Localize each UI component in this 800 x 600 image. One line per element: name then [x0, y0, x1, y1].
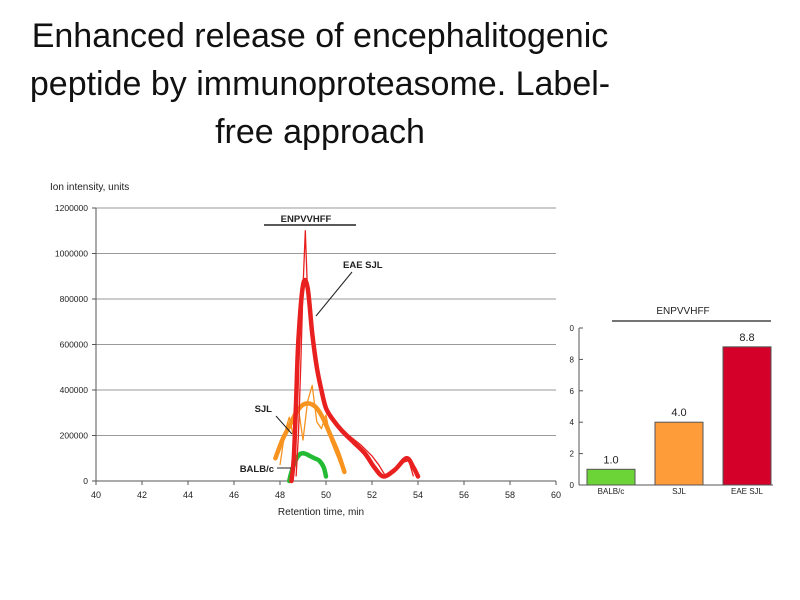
slide-title-line-2: peptide by immunoproteasome. Label- — [29, 65, 611, 103]
y-tick-label-4: 800000 — [60, 294, 89, 304]
x-tick-label-7: 54 — [413, 490, 423, 500]
y-tick-label-5: 1000000 — [55, 249, 88, 259]
annotation-label-0: EAE SJL — [343, 260, 383, 271]
slide-title-line-1: Enhanced release of encephalitogenic — [31, 17, 609, 55]
bar-y-tick-label-4: 8 — [570, 355, 575, 364]
x-tick-label-9: 58 — [505, 490, 515, 500]
annotation-leader-1 — [275, 415, 293, 435]
line-chart-title: ENPVVHFF — [281, 214, 332, 225]
bar-y-tick-label-0: 0 — [570, 481, 575, 490]
x-tick-label-0: 40 — [91, 490, 101, 500]
x-tick-label-1: 42 — [137, 490, 147, 500]
bar-y-tick-label-2: 4 — [570, 418, 575, 427]
bar-category-label-0: BALB/c — [598, 487, 625, 496]
y-tick-label-1: 200000 — [60, 431, 89, 441]
bar-value-label-1: 4.0 — [671, 407, 686, 419]
slide-title-line-3: free approach — [215, 113, 425, 151]
bar-0 — [586, 468, 636, 486]
bar-chart-title: ENPVVHFF — [656, 306, 709, 317]
x-tick-label-10: 60 — [551, 490, 561, 500]
y-tick-label-6: 1200000 — [55, 203, 88, 213]
y-tick-label-3: 600000 — [60, 340, 89, 350]
x-tick-label-3: 46 — [229, 490, 239, 500]
x-tick-label-6: 52 — [367, 490, 377, 500]
annotation-leader-0 — [315, 271, 353, 317]
bar-category-label-2: EAE SJL — [731, 487, 764, 496]
bar-value-label-0: 1.0 — [603, 454, 618, 466]
bar-y-tick-label-5: 0 — [570, 324, 575, 333]
series-smooth-sjl — [273, 401, 347, 475]
annotation-label-2: BALB/c — [240, 464, 274, 475]
bar-2 — [722, 346, 772, 486]
y-tick-label-2: 400000 — [60, 385, 89, 395]
y-axis-label: Ion intensity, units — [50, 182, 129, 193]
x-tick-label-5: 50 — [321, 490, 331, 500]
bar-value-label-2: 8.8 — [739, 332, 754, 344]
slide-title: Enhanced release of encephalitogenic pep… — [0, 12, 640, 156]
x-tick-label-2: 44 — [183, 490, 193, 500]
y-tick-label-0: 0 — [83, 476, 88, 486]
bar-y-tick-label-1: 2 — [570, 450, 575, 459]
bar-y-tick-label-3: 6 — [570, 387, 575, 396]
bar-category-label-1: SJL — [672, 487, 686, 496]
x-axis-label: Retention time, min — [278, 507, 364, 518]
annotation-label-1: SJL — [255, 404, 273, 415]
x-tick-label-4: 48 — [275, 490, 285, 500]
bar-1 — [654, 421, 704, 486]
series-smooth-eae-sjl — [289, 277, 421, 484]
x-tick-label-8: 56 — [459, 490, 469, 500]
